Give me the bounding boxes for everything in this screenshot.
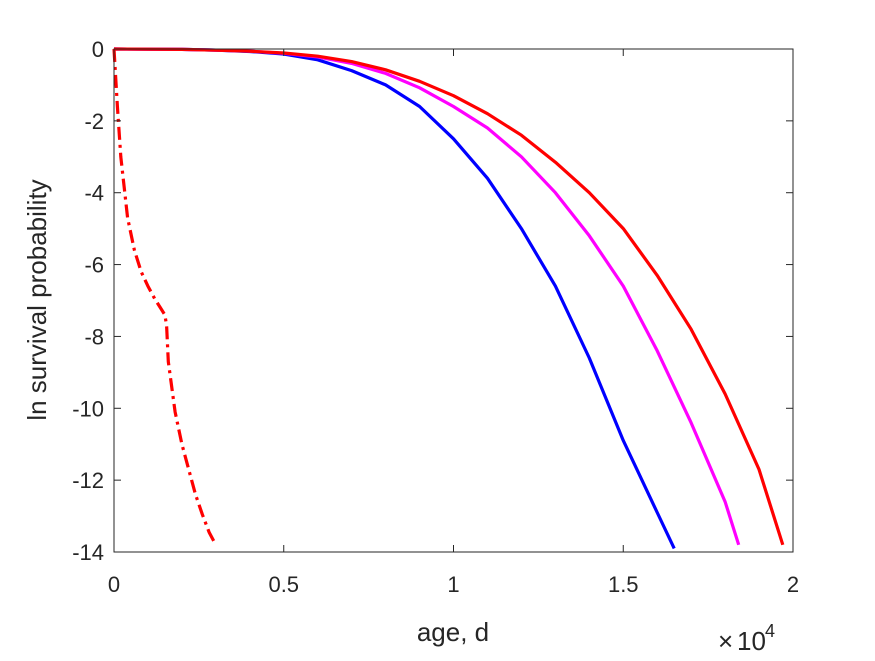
x-tick-label: 1 <box>447 572 459 597</box>
x-axis-label: age, d <box>417 617 489 647</box>
y-axis-label: ln survival probability <box>22 179 52 420</box>
series-layer <box>112 47 785 550</box>
x-tick-label: 0.5 <box>268 572 299 597</box>
x-exponent-power: 4 <box>765 621 775 641</box>
y-tick-label: -12 <box>72 468 104 493</box>
x-exponent-times: × <box>718 626 733 656</box>
x-tick-label: 0 <box>108 572 120 597</box>
y-tick-label: -14 <box>72 540 104 565</box>
x-tick-label: 1.5 <box>608 572 639 597</box>
y-axis-ticks: 0 -2 -4 -6 -8 -10 -12 -14 <box>72 37 793 565</box>
x-tick-label: 2 <box>787 572 799 597</box>
y-tick-label: -4 <box>84 181 104 206</box>
x-axis-exponent: × 10 4 <box>718 621 775 656</box>
x-exponent-base: 10 <box>737 626 766 656</box>
series-line-4 <box>112 48 218 546</box>
series-line-3 <box>113 47 785 546</box>
plot-area <box>114 49 793 552</box>
x-axis-ticks: 0 0.5 1 1.5 2 <box>108 49 799 597</box>
y-tick-label: -8 <box>84 324 104 349</box>
y-tick-label: -10 <box>72 396 104 421</box>
y-tick-label: -6 <box>84 253 104 278</box>
y-tick-label: -2 <box>84 109 104 134</box>
y-tick-label: 0 <box>92 37 104 62</box>
